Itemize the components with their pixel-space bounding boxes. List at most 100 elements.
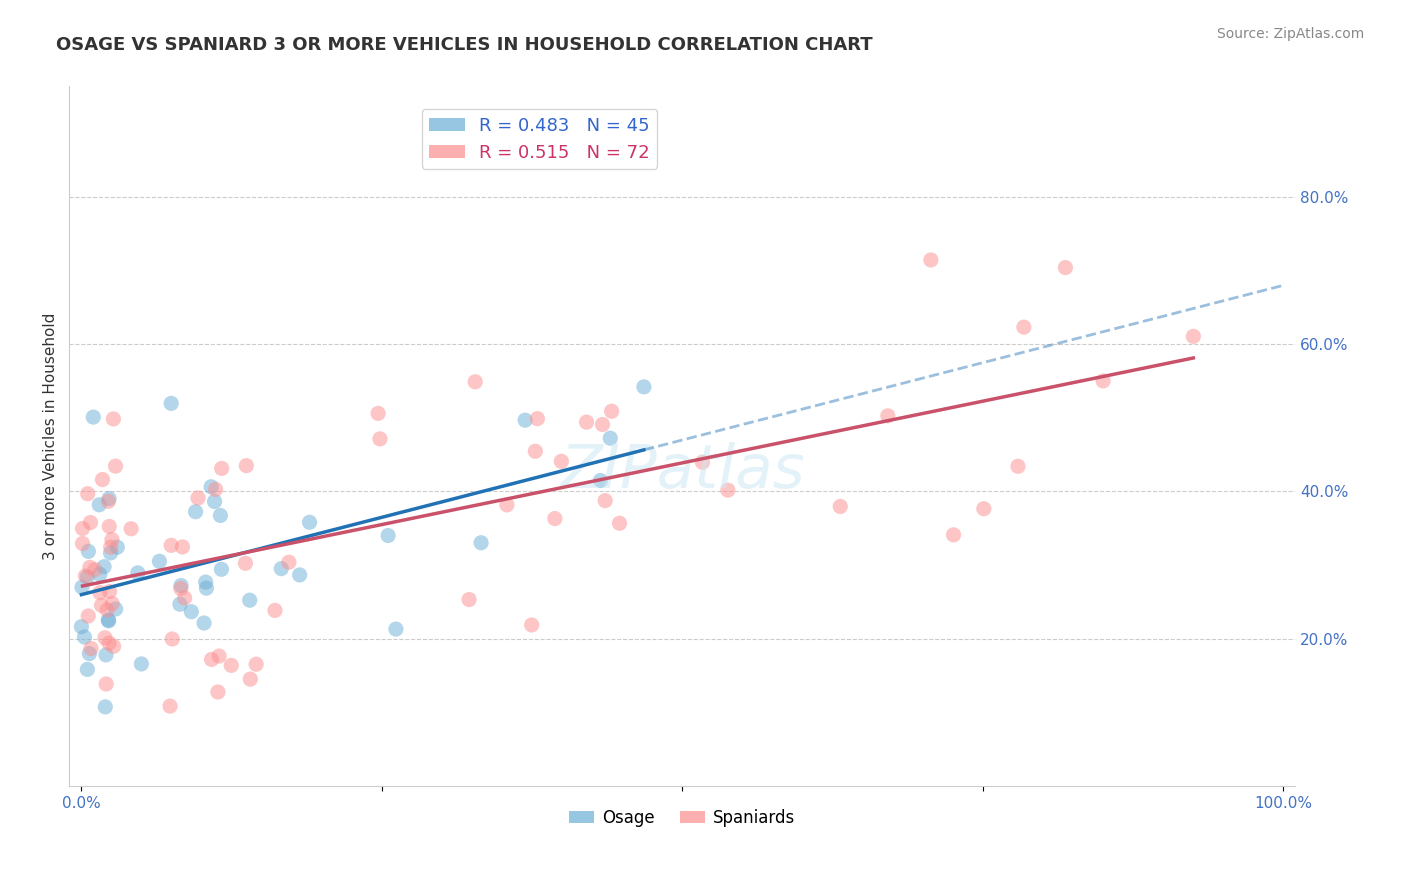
Point (77, 544, 100, 558)
Point (72, 536, 94, 550)
Point (298, 516, 321, 530)
Point (89, 498, 111, 512)
Text: ZIPatlas: ZIPatlas (560, 442, 804, 500)
Point (79, 516, 101, 530)
Point (633, 380, 655, 394)
Point (209, 508, 232, 523)
Point (75, 569, 97, 583)
Point (1182, 329, 1205, 343)
Point (101, 597, 124, 611)
Point (148, 554, 170, 568)
Point (513, 413, 536, 427)
Point (80, 641, 103, 656)
Point (550, 454, 572, 468)
Point (942, 528, 965, 542)
Point (170, 578, 193, 592)
Point (524, 444, 547, 458)
Point (79, 647, 101, 661)
Point (98, 519, 121, 533)
Point (1012, 320, 1035, 334)
Point (94, 648, 117, 662)
Point (120, 522, 142, 536)
Point (104, 459, 127, 474)
Point (526, 411, 548, 425)
Point (89, 567, 111, 582)
Point (70, 620, 93, 634)
Point (73, 630, 96, 644)
Point (973, 501, 995, 516)
Point (104, 602, 127, 616)
Point (589, 474, 612, 488)
Point (204, 483, 226, 497)
Point (98, 491, 121, 506)
Point (170, 582, 193, 596)
Point (193, 615, 215, 630)
Point (458, 592, 481, 607)
Legend: Osage, Spaniards: Osage, Spaniards (562, 802, 803, 833)
Point (187, 491, 209, 505)
Point (103, 640, 125, 654)
Point (245, 657, 267, 672)
Point (169, 597, 191, 611)
Point (876, 409, 898, 423)
Point (235, 458, 257, 473)
Point (89, 585, 111, 599)
Point (96, 603, 118, 617)
Point (207, 685, 229, 699)
Point (593, 493, 616, 508)
Point (239, 593, 262, 607)
Point (72, 521, 94, 535)
Point (1092, 374, 1115, 388)
Point (209, 562, 232, 576)
Point (76, 662, 98, 676)
Point (79, 560, 101, 574)
Point (235, 556, 257, 570)
Point (98, 584, 121, 599)
Point (264, 603, 287, 617)
Point (90, 599, 112, 613)
Point (76, 570, 98, 584)
Point (385, 622, 408, 636)
Point (103, 412, 125, 426)
Point (97, 613, 120, 627)
Point (717, 483, 740, 498)
Point (368, 432, 391, 446)
Text: Source: ZipAtlas.com: Source: ZipAtlas.com (1216, 27, 1364, 41)
Point (288, 568, 311, 582)
Point (219, 658, 242, 673)
Text: OSAGE VS SPANIARD 3 OR MORE VEHICLES IN HOUSEHOLD CORRELATION CHART: OSAGE VS SPANIARD 3 OR MORE VEHICLES IN … (56, 36, 873, 54)
Point (575, 415, 598, 429)
Point (1007, 459, 1029, 474)
Point (94, 631, 117, 645)
Point (160, 396, 183, 410)
Point (172, 540, 194, 554)
Point (692, 455, 714, 469)
Point (211, 461, 233, 475)
Point (1054, 260, 1077, 275)
Point (239, 672, 262, 686)
Point (277, 555, 299, 569)
Point (920, 252, 942, 267)
Point (160, 538, 183, 552)
Point (94, 699, 117, 714)
Point (97, 614, 120, 628)
Point (100, 540, 122, 554)
Point (204, 494, 226, 508)
Point (76, 487, 98, 501)
Point (98, 636, 121, 650)
Point (97, 494, 120, 508)
Point (200, 652, 222, 666)
Point (599, 431, 621, 445)
Point (105, 540, 128, 554)
Point (96, 677, 118, 691)
Point (173, 591, 195, 605)
Point (84, 563, 107, 577)
Point (82, 410, 104, 425)
Point (195, 581, 218, 595)
Point (159, 699, 181, 714)
Point (609, 516, 631, 531)
Point (70, 580, 93, 594)
Point (367, 406, 389, 420)
Point (77, 609, 100, 624)
Point (127, 566, 149, 580)
